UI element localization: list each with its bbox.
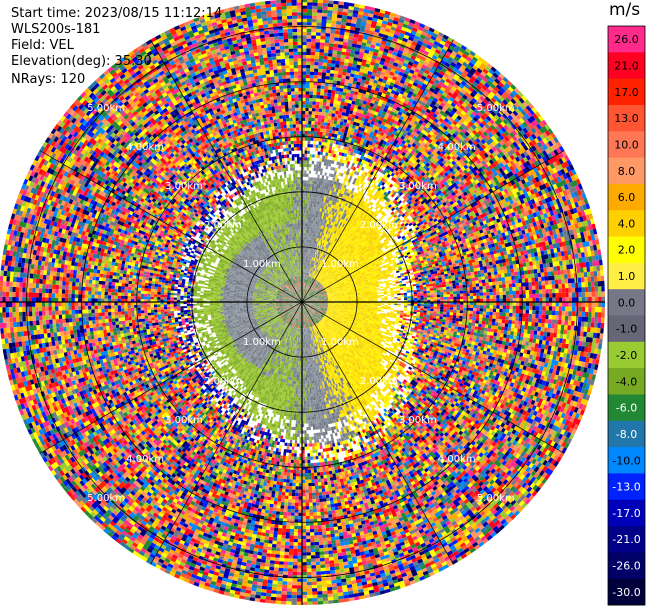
ring-label: 1.00km	[243, 259, 281, 270]
colorbar-tick-label: 0.0	[618, 296, 636, 309]
ring-label: 5.00km	[477, 103, 515, 114]
ring-label: 5.00km	[477, 493, 515, 504]
colorbar-tick-label: -2.0	[616, 349, 637, 362]
ring-label: 4.00km	[438, 142, 476, 153]
instrument-text: WLS200s-181	[11, 22, 100, 38]
ring-label: 2.00km	[204, 220, 242, 231]
ring-label: 2.00km	[204, 376, 242, 387]
colorbar-tick-label: 6.0	[618, 191, 636, 204]
colorbar-tick-label: -4.0	[616, 375, 637, 388]
colorbar-tick-label: 1.0	[618, 270, 636, 283]
colorbar-tick-label: -21.0	[612, 533, 640, 546]
colorbar-tick-label: 13.0	[614, 112, 639, 125]
ring-label: 1.00km	[321, 259, 359, 270]
ring-label: 5.00km	[87, 103, 125, 114]
colorbar-tick-label: 2.0	[618, 244, 636, 257]
colorbar: 26.0 21.0 17.0 13.0 10.0 8.0 6.0 4.0 2.0 1.0 0.0 -1…	[608, 26, 645, 606]
colorbar-tick-label: 8.0	[618, 165, 636, 178]
colorbar-tick-label: -1.0	[616, 323, 637, 336]
colorbar-tick-label: -17.0	[612, 507, 640, 520]
colorbar-tick-label: 4.0	[618, 217, 636, 230]
ring-label: 4.00km	[438, 454, 476, 465]
ring-label: 4.00km	[126, 142, 164, 153]
ring-label: 3.00km	[399, 415, 437, 426]
ring-label: 4.00km	[126, 454, 164, 465]
colorbar-tick-label: -8.0	[616, 428, 637, 441]
ring-label: 3.00km	[399, 181, 437, 192]
nrays-text: NRays: 120	[11, 72, 85, 88]
colorbar-tick-label: -13.0	[612, 481, 640, 494]
ring-label: 3.00km	[165, 181, 203, 192]
ring-label: 1.00km	[321, 337, 359, 348]
colorbar-tick-label: 17.0	[614, 86, 639, 99]
ring-label: 2.00km	[360, 376, 398, 387]
colorbar-tick-label: 26.0	[614, 33, 639, 46]
colorbar-unit: m/s	[609, 0, 640, 20]
ring-label: 5.00km	[87, 493, 125, 504]
ring-label: 3.00km	[165, 415, 203, 426]
colorbar-tick-label: -10.0	[612, 454, 640, 467]
ring-label: 2.00km	[360, 220, 398, 231]
colorbar-tick-label: -30.0	[612, 586, 640, 599]
colorbar-tick-label: 21.0	[614, 60, 639, 73]
colorbar-tick-label: 10.0	[614, 138, 639, 151]
ring-label: 1.00km	[243, 337, 281, 348]
field-text: Field: VEL	[11, 38, 74, 54]
colorbar-tick-label: -26.0	[612, 560, 640, 573]
colorbar-tick-label: -6.0	[616, 402, 637, 415]
elevation-text: Elevation(deg): 35.30	[11, 54, 152, 70]
start-time-text: Start time: 2023/08/15 11:12:14	[11, 6, 222, 22]
